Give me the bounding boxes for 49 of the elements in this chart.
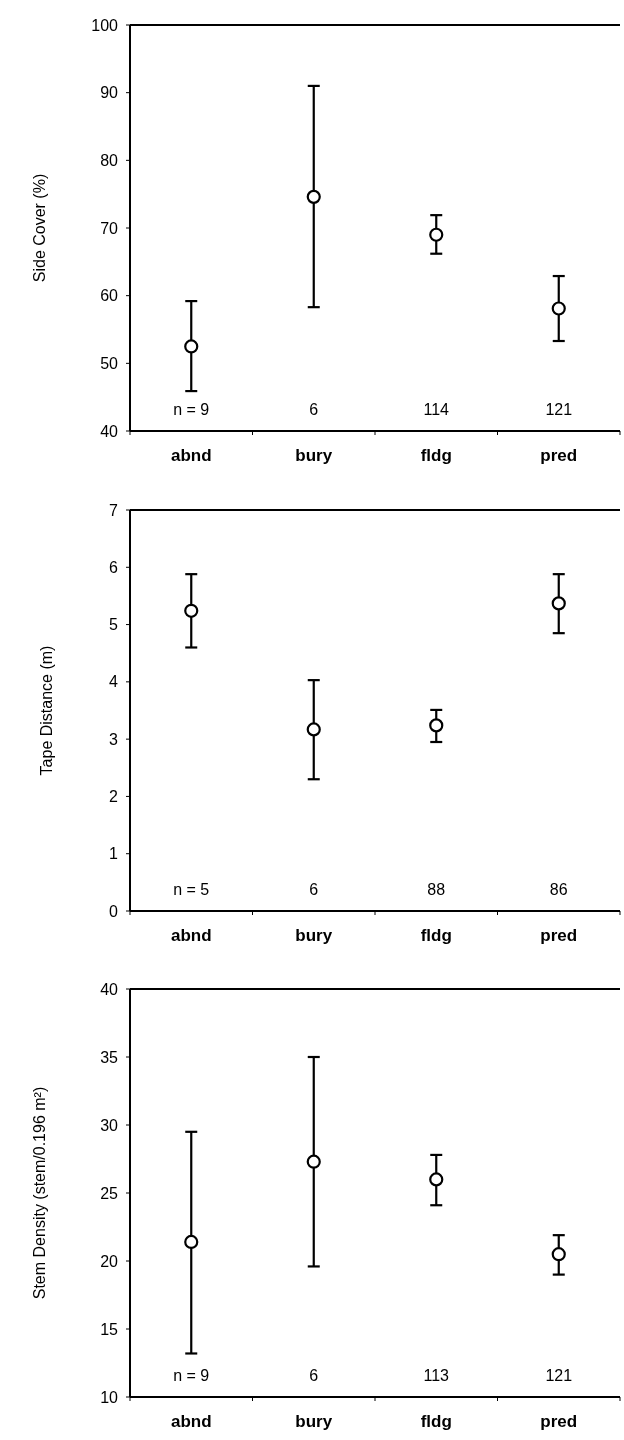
y-tick-label: 60 (100, 287, 119, 305)
y-tick-label: 30 (100, 1116, 119, 1134)
annotation: n = 9 (173, 1367, 210, 1384)
y-axis-title: Side Cover (%) (31, 173, 48, 283)
y-tick-label: 35 (100, 1048, 119, 1066)
y-tick-label: 4 (109, 673, 119, 691)
annotation: 6 (309, 881, 319, 898)
y-axis-title: Tape Distance (m) (38, 645, 55, 776)
annotation: 114 (423, 401, 450, 418)
annotation: 113 (423, 1367, 450, 1384)
x-tick-label: abnd (170, 926, 212, 945)
x-tick-label: bury (295, 1412, 333, 1431)
y-tick-label: 20 (100, 1252, 119, 1270)
y-tick-label: 6 (109, 558, 119, 576)
y-tick-label: 5 (109, 616, 119, 634)
y-tick-label: 7 (109, 501, 119, 519)
y-tick-label: 40 (100, 980, 119, 998)
y-tick-label: 10 (100, 1388, 119, 1406)
y-tick-label: 80 (100, 151, 119, 169)
annotation: n = 9 (173, 401, 210, 418)
annotation: 121 (545, 1367, 573, 1384)
annotation: 121 (545, 401, 573, 418)
y-tick-label: 2 (109, 788, 119, 806)
annotation: 86 (549, 881, 568, 898)
annotation: n = 5 (173, 881, 210, 898)
y-tick-label: 70 (100, 219, 119, 237)
x-tick-label: abnd (170, 446, 212, 465)
x-tick-label: pred (540, 1412, 578, 1431)
y-axis-title: Stem Density (stem/0.196 m²) (31, 1086, 48, 1300)
y-tick-label: 15 (100, 1320, 119, 1338)
x-tick-label: fldg (420, 926, 452, 945)
y-tick-label: 100 (91, 16, 119, 34)
annotation: 88 (427, 881, 446, 898)
x-tick-label: fldg (420, 1412, 452, 1431)
x-tick-label: bury (295, 926, 333, 945)
x-tick-label: fldg (420, 446, 452, 465)
annotation: 6 (309, 401, 319, 418)
annotation: 6 (309, 1367, 319, 1384)
y-tick-label: 0 (109, 902, 119, 920)
x-tick-label: bury (295, 446, 333, 465)
y-tick-label: 50 (100, 354, 119, 372)
y-tick-label: 25 (100, 1184, 119, 1202)
y-tick-label: 90 (100, 84, 119, 102)
x-tick-label: abnd (170, 1412, 212, 1431)
y-tick-label: 40 (100, 422, 119, 440)
x-tick-label: pred (540, 926, 578, 945)
y-tick-label: 3 (109, 730, 119, 748)
y-tick-label: 1 (109, 845, 119, 863)
x-tick-label: pred (540, 446, 578, 465)
